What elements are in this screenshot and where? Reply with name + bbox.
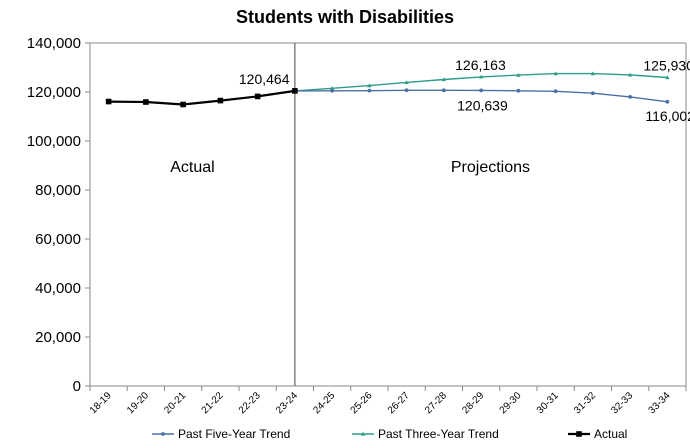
data-point [330, 88, 335, 93]
x-tick-label: 26-27 [386, 390, 412, 416]
chart-title: Students with Disabilities [236, 7, 454, 27]
data-point [180, 101, 186, 108]
legend-label: Actual [594, 427, 627, 441]
data-point [367, 88, 372, 93]
y-tick-label: 100,000 [27, 133, 81, 150]
data-label: 120,639 [457, 97, 508, 113]
data-point [441, 77, 447, 82]
x-tick-label: 32-33 [609, 390, 635, 416]
data-point [105, 98, 112, 105]
data-point [254, 93, 261, 100]
x-tick-label: 18-19 [88, 390, 114, 416]
data-point [404, 88, 409, 93]
y-tick-label: 120,000 [27, 84, 81, 101]
data-point [516, 72, 521, 77]
axes [89, 42, 687, 387]
x-ticks: 18-19 19-20 20-21 21-22 22-23 23-24 24-25 25-26… [88, 386, 687, 416]
series-layer [105, 71, 670, 108]
legend-label: Past Three-Year Trend [378, 427, 499, 441]
x-tick-label: 28-29 [460, 390, 486, 416]
y-ticks: 0 20,000 40,000 60,000 80,000 100,000 120,000 1… [27, 35, 90, 395]
x-tick-label: 33-34 [647, 390, 673, 416]
data-point [478, 74, 484, 79]
data-point [329, 86, 335, 90]
data-point [665, 99, 670, 104]
data-point [553, 89, 558, 94]
x-tick-label: 24-25 [311, 390, 337, 416]
x-tick-label: 22-23 [237, 390, 263, 416]
legend-label: Past Five-Year Trend [178, 427, 290, 441]
x-tick-label: 27-28 [423, 390, 449, 416]
data-point [479, 88, 484, 93]
x-tick-label: 21-22 [200, 390, 226, 416]
y-tick-label: 60,000 [35, 231, 81, 248]
data-label: 126,163 [455, 57, 506, 73]
x-tick-label: 30-31 [535, 390, 561, 416]
series-line [108, 89, 296, 106]
legend-marker [576, 431, 582, 437]
data-point [143, 99, 149, 105]
data-label: 120,464 [239, 71, 290, 87]
y-tick-label: 20,000 [35, 329, 81, 346]
legend: Past Five-Year Trend Past Three-Year Tren… [152, 427, 627, 441]
x-tick-label: 31-32 [572, 390, 598, 416]
region-label-projections: Projections [451, 159, 530, 176]
data-point [292, 88, 298, 94]
x-tick-label: 19-20 [125, 390, 151, 416]
data-point [367, 83, 372, 88]
data-point [441, 88, 446, 93]
x-tick-label: 23-24 [274, 390, 300, 416]
data-point [628, 95, 633, 99]
data-point [590, 91, 595, 96]
legend-marker [360, 431, 366, 436]
region-label-actual: Actual [170, 159, 214, 176]
data-point [516, 88, 521, 93]
data-point [404, 80, 409, 85]
x-tick-label: 25-26 [349, 390, 375, 416]
y-tick-label: 80,000 [35, 182, 81, 199]
x-tick-label: 29-30 [498, 390, 524, 416]
data-label: 125,930 [643, 57, 690, 73]
data-point [590, 71, 596, 76]
data-point [665, 75, 670, 80]
y-tick-label: 140,000 [27, 35, 81, 52]
y-tick-label: 0 [73, 378, 81, 395]
data-point [217, 97, 224, 104]
data-point [553, 71, 558, 76]
y-tick-label: 40,000 [35, 280, 81, 297]
data-point [627, 72, 633, 77]
data-label: 116,002 [645, 108, 690, 124]
legend-marker [161, 432, 165, 436]
x-tick-label: 20-21 [162, 390, 188, 416]
